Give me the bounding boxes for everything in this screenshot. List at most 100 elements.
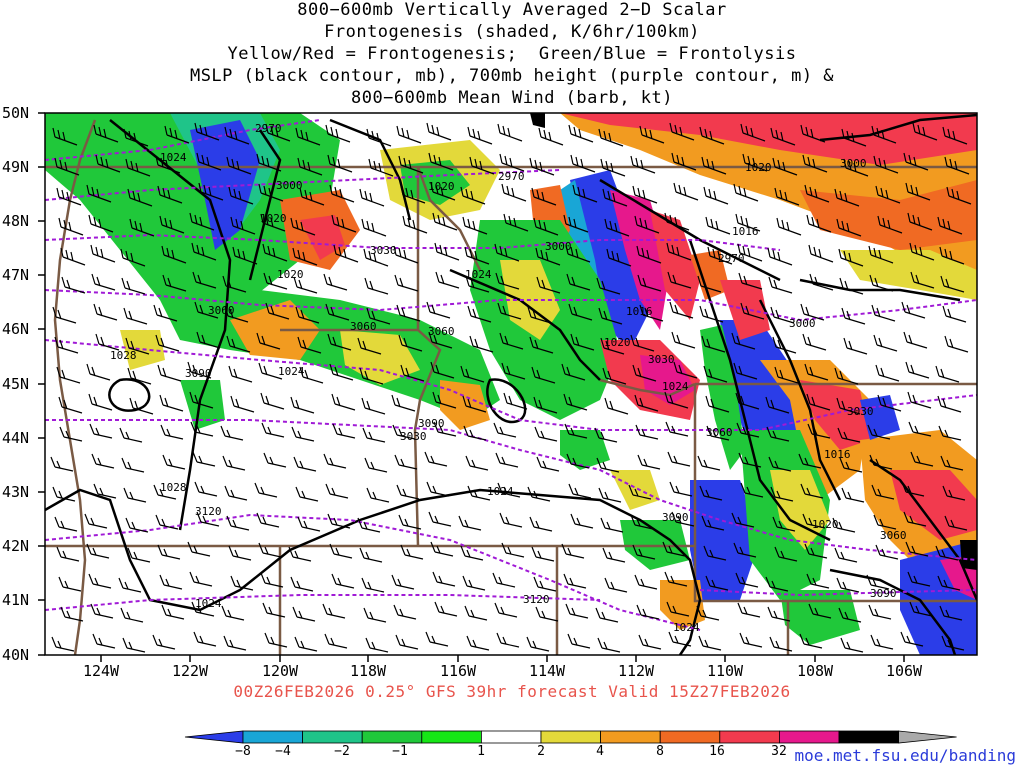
- wind-barb: [54, 516, 78, 532]
- wind-barb: [807, 423, 831, 439]
- wind-barb: [428, 331, 453, 349]
- wind-barb: [903, 511, 927, 527]
- wind-barb: [942, 305, 967, 323]
- wind-barb: [160, 424, 184, 440]
- wind-barb: [664, 212, 690, 231]
- wind-barb: [699, 485, 723, 501]
- wind-barb: [428, 511, 452, 527]
- wind-barb: [843, 158, 869, 177]
- wind-barb: [230, 216, 256, 235]
- wind-barb: [705, 395, 730, 413]
- height-label: 3000: [545, 240, 572, 253]
- wind-barb: [264, 632, 288, 648]
- wind-barb: [767, 606, 791, 622]
- wind-barb: [770, 127, 796, 146]
- colorbar-segment: [659, 730, 721, 744]
- source-credit-link[interactable]: moe.met.fsu.edu/banding: [794, 746, 1016, 765]
- wind-barb: [290, 217, 316, 236]
- wind-barb: [292, 606, 316, 622]
- wind-barb: [503, 213, 529, 232]
- wind-barb: [836, 577, 860, 593]
- lat-label-41n: 41N: [2, 591, 30, 609]
- title-line-4: MSLP (black contour, mb), 700mb height (…: [189, 66, 835, 86]
- wind-barb: [699, 126, 725, 145]
- wind-barb: [226, 335, 251, 353]
- wind-barb: [221, 605, 245, 621]
- wind-barb: [295, 127, 321, 146]
- wind-barb: [88, 573, 112, 589]
- wind-barb: [566, 273, 591, 291]
- wind-barb: [946, 186, 972, 205]
- wind-barb: [867, 424, 891, 440]
- wind-barb: [664, 571, 688, 587]
- wind-barb: [426, 122, 452, 141]
- wind-barb: [258, 183, 284, 202]
- wind-barb: [538, 127, 564, 146]
- wind-barb: [595, 607, 619, 623]
- wind-barb: [194, 481, 218, 497]
- mslp-contours: [45, 113, 977, 655]
- wind-barb: [52, 306, 77, 324]
- wind-barb: [698, 635, 722, 651]
- wind-barb: [59, 426, 83, 442]
- wind-barb: [463, 425, 487, 441]
- wind-barb: [806, 573, 830, 589]
- wind-barb: [153, 484, 177, 500]
- wind-barb: [910, 271, 935, 289]
- wind-barb: [58, 576, 82, 592]
- wind-barb: [288, 546, 312, 562]
- wind-barb: [944, 335, 969, 353]
- wind-barb: [191, 601, 215, 617]
- wind-barb: [192, 271, 217, 289]
- wind-barb: [630, 514, 654, 530]
- mslp-label: 1024: [673, 621, 700, 634]
- wind-barb: [673, 182, 699, 201]
- wind-barb: [531, 187, 557, 206]
- wind-barb: [58, 396, 83, 414]
- wind-barb: [802, 154, 828, 173]
- wind-barb: [464, 246, 490, 265]
- wind-barb: [697, 455, 721, 471]
- lat-label-42n: 42N: [2, 537, 30, 555]
- wind-barb: [357, 517, 381, 533]
- wind-barb: [361, 577, 385, 593]
- wind-barb: [905, 541, 929, 557]
- wind-barb: [937, 395, 962, 413]
- wind-barb: [536, 456, 560, 472]
- wind-barb: [841, 307, 866, 325]
- wind-barb: [503, 392, 528, 410]
- wind-barb: [324, 633, 348, 649]
- wind-barb: [393, 245, 419, 264]
- wind-barb: [596, 277, 621, 295]
- wind-barb: [875, 544, 899, 560]
- wind-barb: [198, 182, 224, 201]
- wind-barb: [772, 516, 796, 532]
- wind-barb: [363, 607, 387, 623]
- wind-barb: [196, 152, 222, 171]
- wind-barb: [636, 604, 660, 620]
- wind-barb: [600, 517, 624, 533]
- wind-barb: [265, 123, 291, 142]
- mslp-label: 1024: [195, 597, 222, 610]
- mslp-label: 1024: [465, 268, 492, 281]
- wind-barb: [666, 601, 690, 617]
- wind-barb: [939, 246, 965, 265]
- colorbar-segment: [480, 730, 542, 744]
- wind-barb: [604, 397, 629, 415]
- lat-label-40n: 40N: [2, 646, 30, 664]
- wind-barb: [809, 273, 834, 291]
- wind-barb: [768, 456, 792, 472]
- wind-barb: [256, 332, 281, 350]
- wind-barb: [770, 306, 795, 324]
- wind-barb: [501, 183, 527, 202]
- colorbar-label: −4: [275, 744, 291, 759]
- height-label: 2970: [498, 170, 525, 183]
- wind-barb: [89, 423, 113, 439]
- wind-barb: [598, 128, 624, 147]
- wind-barb: [325, 124, 351, 143]
- wind-barb: [901, 301, 926, 319]
- wind-barb: [52, 127, 78, 146]
- wind-barb: [907, 391, 932, 409]
- wind-barb: [118, 577, 142, 593]
- wind-barb: [535, 606, 559, 622]
